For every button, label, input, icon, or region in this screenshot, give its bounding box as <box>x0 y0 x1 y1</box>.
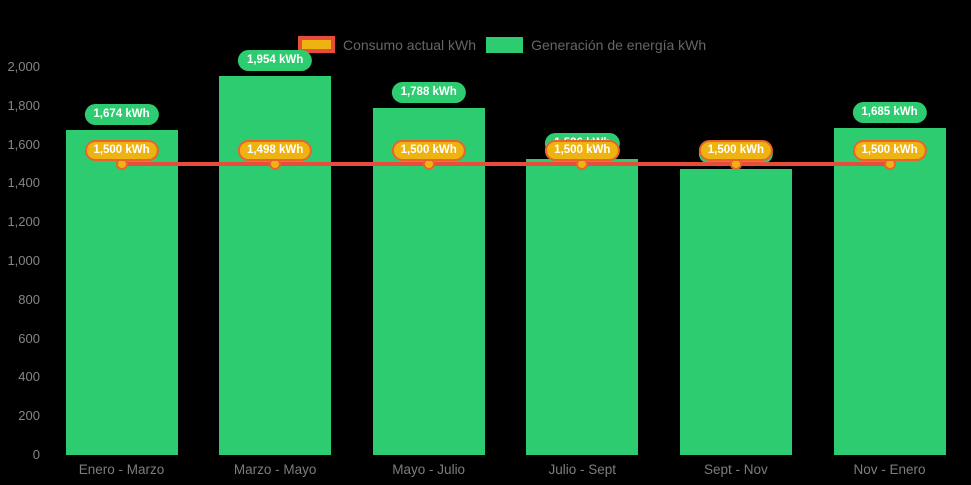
generation-value-label: 1,685 kWh <box>852 102 927 124</box>
y-axis-tick-label: 800 <box>18 291 40 307</box>
x-axis-category-label: Enero - Marzo <box>78 462 165 477</box>
generation-bar[interactable] <box>65 130 178 455</box>
consumption-value-label: 1,500 kWh <box>391 140 466 161</box>
x-axis-category-label: Sept - Nov <box>704 462 768 477</box>
y-axis-tick-label: 200 <box>18 408 40 424</box>
y-axis-tick-label: 400 <box>18 369 40 385</box>
generation-bar[interactable] <box>679 169 792 455</box>
y-axis-tick-label: 600 <box>18 330 40 346</box>
generation-value-label: 1,788 kWh <box>391 82 466 104</box>
consumo-legend-marker-icon <box>298 36 335 53</box>
y-axis-tick-label: 2,000 <box>7 59 40 74</box>
consumo-legend-marker-fill <box>302 40 331 49</box>
y-axis-tick-label: 0 <box>32 447 40 462</box>
y-axis-tick-label: 1,000 <box>7 253 40 268</box>
generation-bar[interactable] <box>833 128 946 455</box>
generation-value-label: 1,954 kWh <box>237 49 313 71</box>
consumption-value-label: 1,500 kWh <box>545 140 620 161</box>
legend-item-generacion[interactable]: Generación de energía kWh <box>486 36 707 53</box>
y-axis-tick-label: 1,800 <box>7 97 40 113</box>
y-axis-tick-label: 1,400 <box>7 175 40 191</box>
legend-label-generacion: Generación de energía kWh <box>531 36 707 53</box>
legend-item-consumo[interactable]: Consumo actual kWh <box>298 36 476 53</box>
consumption-value-label: 1,500 kWh <box>852 140 927 161</box>
x-axis-category-label: Julio - Sept <box>548 462 617 477</box>
consumption-value-label: 1,500 kWh <box>698 140 774 161</box>
generation-bar[interactable] <box>219 75 332 455</box>
y-axis-tick-label: 1,600 <box>7 136 40 152</box>
y-axis-tick-label: 1,200 <box>7 214 40 230</box>
legend: Consumo actual kWh Generación de energía… <box>298 36 706 53</box>
generation-value-label: 1,674 kWh <box>84 104 159 126</box>
consumption-line <box>121 162 890 166</box>
x-axis-category-label: Marzo - Mayo <box>233 462 317 477</box>
x-axis-category-label: Mayo - Julio <box>392 462 466 477</box>
consumption-value-label: 1,498 kWh <box>237 140 313 161</box>
generacion-legend-marker-icon <box>486 36 524 53</box>
generation-bar[interactable] <box>526 158 639 455</box>
consumption-value-label: 1,500 kWh <box>84 140 159 161</box>
legend-label-consumo: Consumo actual kWh <box>343 36 477 53</box>
x-axis-category-label: Nov - Enero <box>853 462 926 477</box>
